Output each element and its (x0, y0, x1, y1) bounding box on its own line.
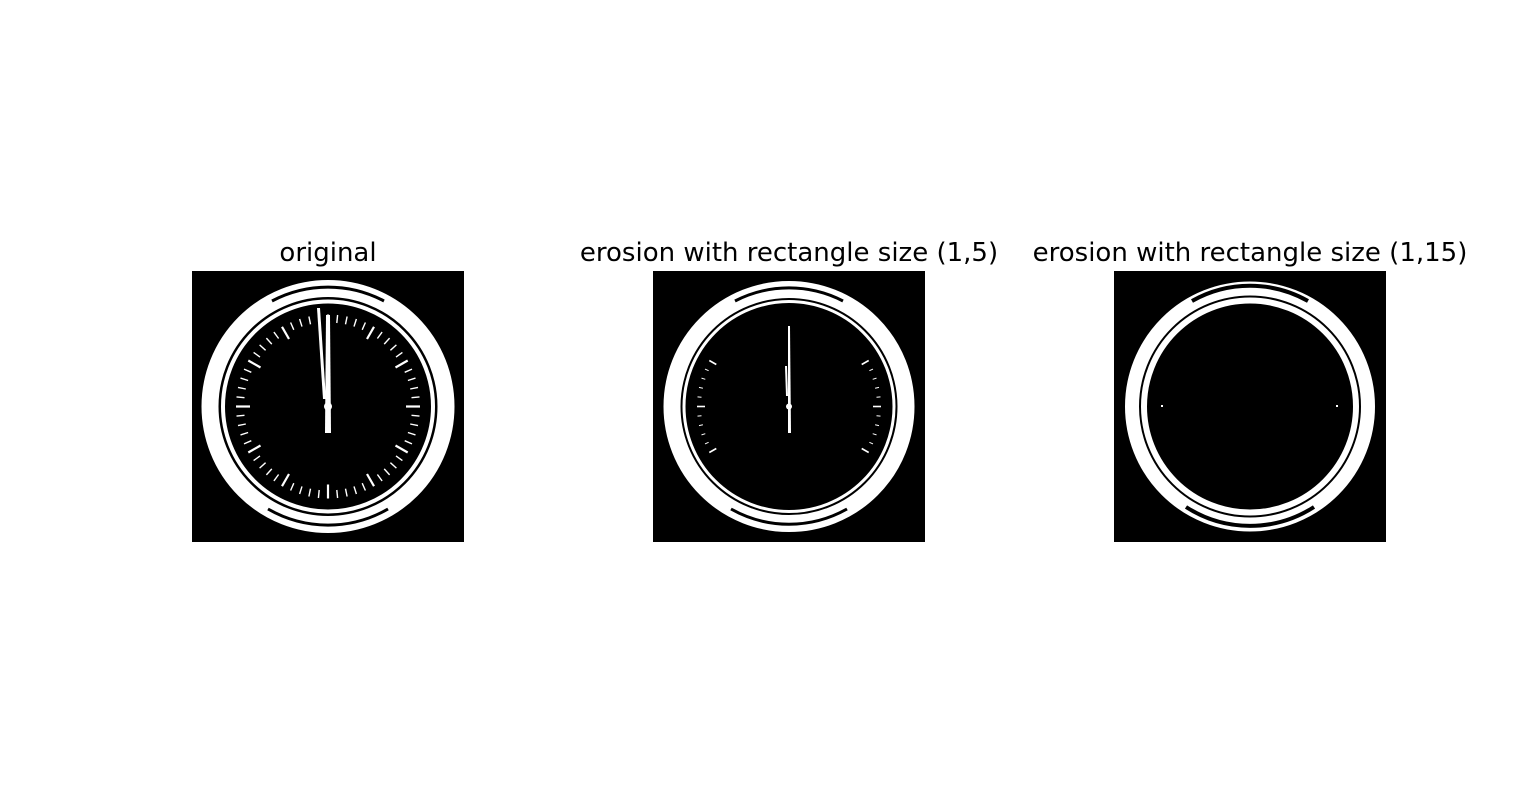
tick-mark (259, 462, 267, 469)
tick-mark (259, 344, 267, 351)
tick-mark (308, 488, 312, 497)
tick-mark (383, 337, 391, 345)
tick-mark (394, 444, 409, 454)
tick-mark (404, 368, 413, 373)
erosion-1x15-image (1114, 271, 1386, 542)
tick-mark (366, 473, 375, 487)
tick-mark (253, 351, 261, 358)
tick-mark (236, 396, 245, 399)
tick-mark (410, 423, 419, 427)
tick-mark (407, 377, 416, 382)
tick-mark (289, 322, 295, 331)
tick-mark (336, 489, 339, 499)
original-clock-svg (192, 271, 464, 542)
tick-mark (247, 444, 262, 454)
panel-title-original: original (279, 238, 377, 268)
tick-mark (383, 468, 391, 476)
tick-mark (236, 414, 245, 417)
tick-mark (247, 359, 262, 369)
tick-mark (701, 433, 706, 436)
tick-mark (240, 431, 249, 436)
tick-mark (253, 455, 261, 462)
tick-mark (874, 386, 880, 389)
tick-mark (281, 473, 290, 487)
tick-mark (704, 441, 709, 445)
tick-mark (344, 316, 348, 325)
tick-mark (404, 440, 413, 445)
tick-mark (376, 331, 383, 339)
tick-mark (289, 482, 295, 491)
tick-mark (317, 489, 320, 499)
tick-mark (361, 322, 367, 331)
tick-mark (344, 488, 348, 497)
tick-mark (376, 474, 383, 482)
tick-mark (243, 368, 252, 373)
tick-mark (265, 337, 273, 345)
tick-mark (411, 396, 420, 399)
tick-mark (273, 474, 280, 482)
tick-mark (874, 424, 880, 427)
tick-mark (861, 359, 870, 366)
tick-mark (411, 414, 420, 417)
tick-mark (708, 447, 717, 454)
tick-mark (698, 424, 704, 427)
tick-mark (395, 455, 403, 462)
tick-mark (353, 318, 358, 327)
tick-mark (407, 431, 416, 436)
tick-mark (237, 386, 246, 390)
tick-mark (701, 377, 706, 380)
tick-mark (869, 441, 874, 445)
tick-mark (698, 386, 704, 389)
tick-mark (273, 331, 280, 339)
erosion-1x5-image (653, 271, 925, 542)
tick-mark (308, 316, 312, 325)
tick-mark (389, 462, 397, 469)
tick-mark (298, 318, 303, 327)
tick-mark (861, 447, 870, 454)
erosion-1x5-clock-svg (653, 271, 925, 542)
tick-mark (872, 433, 877, 436)
tick-mark (353, 486, 358, 495)
panel-title-erosion-1x15: erosion with rectangle size (1,15) (1032, 238, 1468, 268)
tick-mark (869, 368, 874, 372)
tick-marks-eroded (697, 359, 881, 454)
tick-mark (298, 486, 303, 495)
tick-mark (237, 423, 246, 427)
tick-mark (389, 344, 397, 351)
tick-mark (395, 351, 403, 358)
tick-mark (265, 468, 273, 476)
tick-mark (366, 326, 375, 340)
tick-mark (394, 359, 409, 369)
tick-marks (236, 314, 420, 499)
tick-mark (361, 482, 367, 491)
tick-mark (872, 377, 877, 380)
tick-mark (410, 386, 419, 390)
tick-mark (708, 359, 717, 366)
tick-mark (704, 368, 709, 372)
tick-mark (281, 326, 290, 340)
tick-mark (240, 377, 249, 382)
tick-mark (336, 314, 339, 324)
tick-mark (243, 440, 252, 445)
erosion-1x15-clock-svg (1114, 271, 1386, 542)
panel-title-erosion-1x5: erosion with rectangle size (1,5) (579, 238, 999, 268)
original-image (192, 271, 464, 542)
